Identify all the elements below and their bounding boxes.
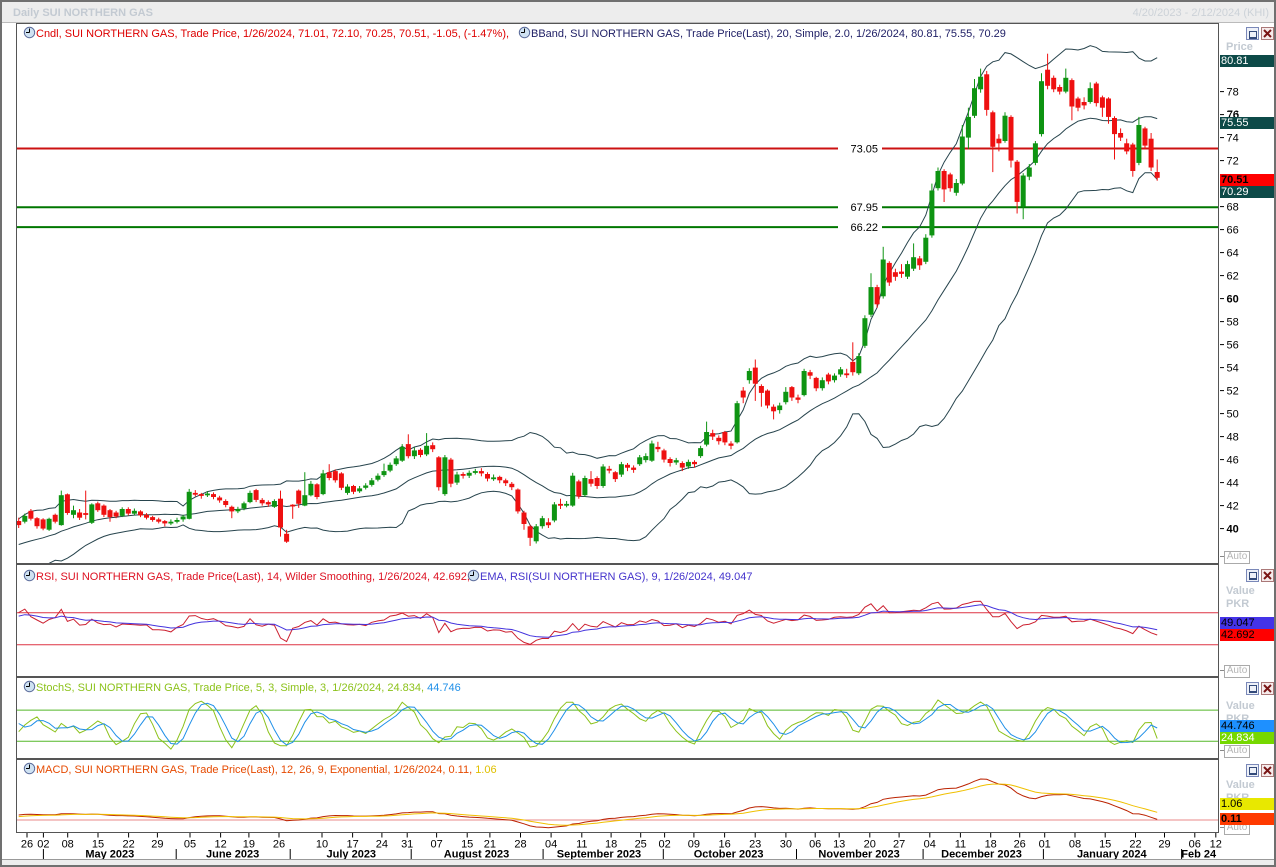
svg-text:46: 46 [1227, 455, 1239, 467]
svg-text:29: 29 [1158, 839, 1170, 851]
svg-text:64: 64 [1227, 248, 1239, 260]
svg-text:25: 25 [635, 839, 647, 851]
svg-text:40: 40 [1227, 524, 1239, 536]
svg-text:28: 28 [514, 839, 526, 851]
svg-text:17: 17 [346, 839, 358, 851]
svg-text:18: 18 [985, 839, 997, 851]
svg-text:48: 48 [1227, 432, 1239, 444]
svg-text:02: 02 [658, 839, 670, 851]
svg-text:20: 20 [864, 839, 876, 851]
svg-text:09: 09 [688, 839, 700, 851]
svg-text:56: 56 [1227, 340, 1239, 352]
svg-text:12: 12 [214, 839, 226, 851]
svg-text:78: 78 [1227, 87, 1239, 99]
svg-text:08: 08 [62, 839, 74, 851]
svg-text:26: 26 [273, 839, 285, 851]
svg-text:23: 23 [749, 839, 761, 851]
svg-text:21: 21 [484, 839, 496, 851]
svg-text:04: 04 [924, 839, 936, 851]
svg-text:15: 15 [461, 839, 473, 851]
svg-text:72: 72 [1227, 156, 1239, 168]
svg-text:16: 16 [718, 839, 730, 851]
svg-text:27: 27 [893, 839, 905, 851]
svg-text:54: 54 [1227, 363, 1239, 375]
svg-text:62: 62 [1227, 271, 1239, 283]
svg-text:30: 30 [780, 839, 792, 851]
svg-text:15: 15 [92, 839, 104, 851]
svg-text:15: 15 [1099, 839, 1111, 851]
svg-text:50: 50 [1227, 409, 1239, 421]
svg-text:68: 68 [1227, 202, 1239, 214]
svg-text:42: 42 [1227, 501, 1239, 513]
svg-text:74: 74 [1227, 133, 1239, 145]
svg-text:11: 11 [576, 839, 587, 851]
svg-text:13: 13 [833, 839, 845, 851]
svg-text:58: 58 [1227, 317, 1239, 329]
svg-text:52: 52 [1227, 386, 1239, 398]
svg-text:24: 24 [376, 839, 388, 851]
svg-text:29: 29 [151, 839, 163, 851]
svg-text:31: 31 [401, 839, 413, 851]
svg-text:02: 02 [37, 839, 49, 851]
svg-text:60: 60 [1227, 294, 1239, 306]
svg-text:19: 19 [243, 839, 255, 851]
svg-text:06: 06 [809, 839, 821, 851]
svg-text:10: 10 [316, 839, 328, 851]
svg-text:26: 26 [21, 839, 33, 851]
svg-text:12: 12 [1210, 839, 1222, 851]
svg-text:66: 66 [1227, 225, 1239, 237]
svg-text:18: 18 [605, 839, 617, 851]
svg-text:08: 08 [1069, 839, 1081, 851]
svg-text:11: 11 [955, 839, 966, 851]
svg-text:04: 04 [545, 839, 557, 851]
svg-text:07: 07 [430, 839, 442, 851]
svg-text:01: 01 [1039, 839, 1051, 851]
svg-text:05: 05 [184, 839, 196, 851]
svg-text:22: 22 [122, 839, 134, 851]
svg-text:44: 44 [1227, 478, 1239, 490]
svg-text:22: 22 [1129, 839, 1141, 851]
svg-text:06: 06 [1189, 839, 1201, 851]
svg-text:26: 26 [1014, 839, 1026, 851]
